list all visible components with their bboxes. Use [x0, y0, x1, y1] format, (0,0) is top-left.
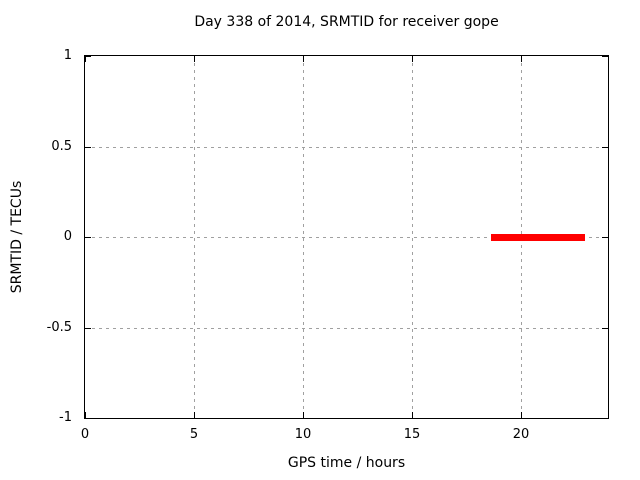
- x-tick-bottom-20: [521, 412, 522, 418]
- y-tick-label--1: -1: [59, 410, 72, 425]
- gridline-y-0.5: [85, 147, 608, 148]
- x-tick-label-0: 0: [80, 427, 90, 442]
- y-tick-left-1: [85, 56, 91, 57]
- chart-title: Day 338 of 2014, SRMTID for receiver gop…: [194, 14, 499, 30]
- y-tick-label-0: 0: [63, 229, 72, 244]
- series-segment-srmtid: [491, 234, 585, 241]
- y-tick-right-0.5: [602, 147, 608, 148]
- gridline-y-0: [85, 237, 608, 238]
- x-tick-label-5: 5: [189, 427, 199, 442]
- x-tick-top-5: [194, 56, 195, 62]
- y-tick-left-0.5: [85, 147, 91, 148]
- x-tick-top-20: [521, 56, 522, 62]
- x-tick-label-10: 10: [294, 427, 312, 442]
- x-tick-bottom-10: [303, 412, 304, 418]
- y-tick-label-0.5: 0.5: [51, 139, 72, 154]
- x-tick-top-15: [412, 56, 413, 62]
- x-tick-label-15: 15: [403, 427, 421, 442]
- y-tick-left-0: [85, 237, 91, 238]
- plot-area: [84, 55, 609, 419]
- x-tick-bottom-15: [412, 412, 413, 418]
- y-tick-left--1: [85, 418, 91, 419]
- x-tick-bottom-0: [85, 412, 86, 418]
- y-tick-label--0.5: -0.5: [46, 320, 72, 335]
- x-axis-label: GPS time / hours: [287, 455, 406, 471]
- x-tick-top-10: [303, 56, 304, 62]
- y-tick-left--0.5: [85, 328, 91, 329]
- x-tick-bottom-5: [194, 412, 195, 418]
- y-tick-right-0: [602, 237, 608, 238]
- y-tick-right--1: [602, 418, 608, 419]
- y-tick-right--0.5: [602, 328, 608, 329]
- x-tick-label-20: 20: [512, 427, 530, 442]
- y-tick-right-1: [602, 56, 608, 57]
- x-tick-top-0: [85, 56, 86, 62]
- gridline-y--0.5: [85, 328, 608, 329]
- y-tick-label-1: 1: [63, 48, 72, 63]
